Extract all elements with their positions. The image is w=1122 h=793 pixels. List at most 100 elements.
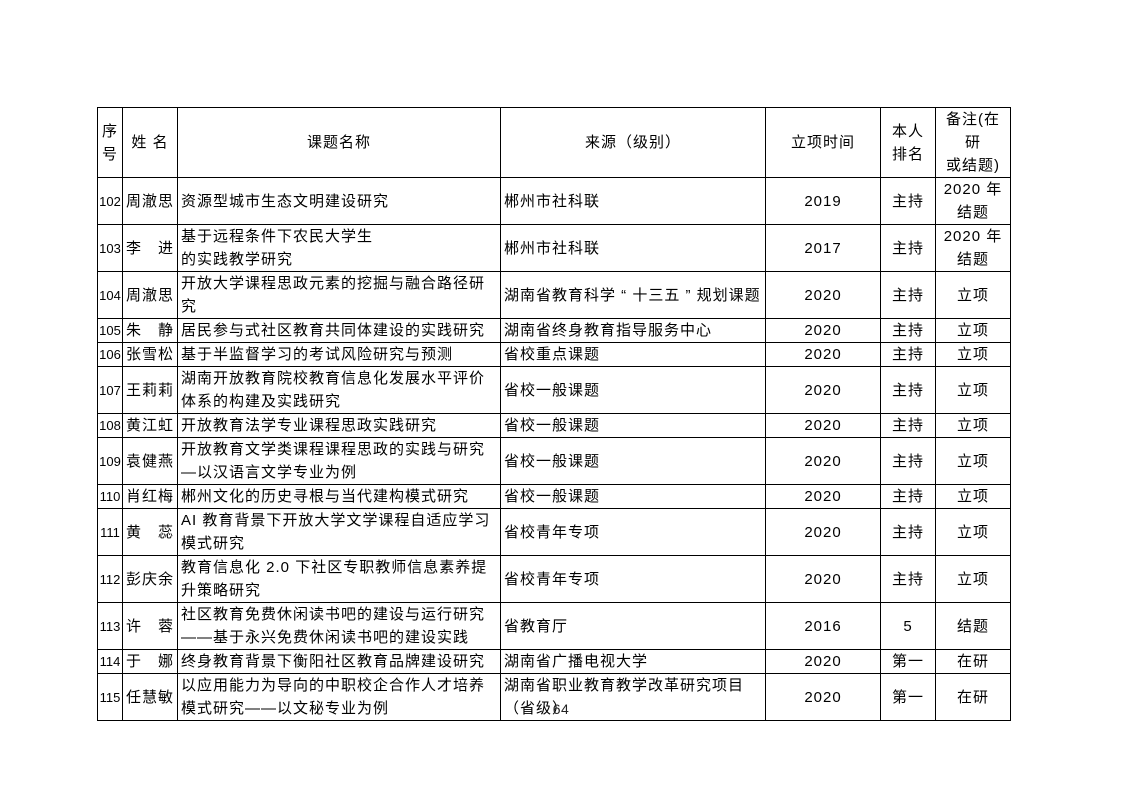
cell-remark: 立项 [935, 508, 1011, 556]
cell-personal-rank: 主持 [880, 508, 936, 556]
table-row: 106 张雪松 基于半监督学习的考试风险研究与预测 省校重点课题 2020 主持… [97, 342, 1011, 367]
cell-source-level: 省教育厅 [500, 602, 766, 650]
cell-remark: 立项 [935, 413, 1011, 438]
table-row: 102 周澈思 资源型城市生态文明建设研究 郴州市社科联 2019 主持 202… [97, 177, 1011, 225]
cell-serial-number: 102 [97, 177, 123, 225]
cell-approval-year: 2020 [765, 342, 881, 367]
cell-name: 朱 静 [122, 318, 178, 343]
cell-serial-number: 112 [97, 555, 123, 603]
cell-project-title: 开放教育法学专业课程思政实践研究 [177, 413, 501, 438]
cell-personal-rank: 主持 [880, 318, 936, 343]
cell-serial-number: 105 [97, 318, 123, 343]
cell-project-title: 开放大学课程思政元素的挖掘与融合路径研究 [177, 271, 501, 319]
cell-source-level: 郴州市社科联 [500, 224, 766, 272]
cell-source-level: 省校一般课题 [500, 437, 766, 485]
table-row: 109 袁健燕 开放教育文学类课程课程思政的实践与研究—以汉语言文学专业为例 省… [97, 437, 1011, 485]
cell-approval-year: 2020 [765, 555, 881, 603]
cell-serial-number: 106 [97, 342, 123, 367]
cell-serial-number: 110 [97, 484, 123, 509]
cell-personal-rank: 第一 [880, 649, 936, 674]
cell-name: 袁健燕 [122, 437, 178, 485]
table-row: 113 许 蓉 社区教育免费休闲读书吧的建设与运行研究 ——基于永兴免费休闲读书… [97, 602, 1011, 650]
cell-source-level: 省校一般课题 [500, 366, 766, 414]
cell-personal-rank: 主持 [880, 177, 936, 225]
cell-source-level: 湖南省终身教育指导服务中心 [500, 318, 766, 343]
cell-personal-rank: 主持 [880, 437, 936, 485]
table-row: 105 朱 静 居民参与式社区教育共同体建设的实践研究 湖南省终身教育指导服务中… [97, 318, 1011, 343]
table-row: 115 任慧敏 以应用能力为导向的中职校企合作人才培养模式研究——以文秘专业为例… [97, 673, 1011, 721]
cell-personal-rank: 主持 [880, 271, 936, 319]
cell-name: 彭庆余 [122, 555, 178, 603]
cell-remark: 2020 年 结题 [935, 224, 1011, 272]
header-personal-rank: 本人 排名 [880, 107, 936, 178]
cell-source-level: 省校一般课题 [500, 484, 766, 509]
table-row: 104 周澈思 开放大学课程思政元素的挖掘与融合路径研究 湖南省教育科学 “ 十… [97, 271, 1011, 319]
cell-personal-rank: 主持 [880, 484, 936, 509]
cell-name: 周澈思 [122, 177, 178, 225]
cell-serial-number: 109 [97, 437, 123, 485]
cell-personal-rank: 主持 [880, 342, 936, 367]
cell-source-level: 省校重点课题 [500, 342, 766, 367]
cell-personal-rank: 主持 [880, 224, 936, 272]
cell-remark: 立项 [935, 437, 1011, 485]
cell-project-title: 教育信息化 2.0 下社区专职教师信息素养提升策略研究 [177, 555, 501, 603]
cell-name: 王莉莉 [122, 366, 178, 414]
cell-remark: 结题 [935, 602, 1011, 650]
research-projects-table: 序号 姓 名 课题名称 来源（级别） 立项时间 本人 排名 备注(在研 或结题)… [97, 107, 1011, 721]
cell-remark: 立项 [935, 366, 1011, 414]
cell-serial-number: 113 [97, 602, 123, 650]
cell-serial-number: 114 [97, 649, 123, 674]
cell-source-level: 湖南省职业教育教学改革研究项目 （省级） [500, 673, 766, 721]
header-project-title: 课题名称 [177, 107, 501, 178]
cell-approval-year: 2020 [765, 437, 881, 485]
cell-remark: 在研 [935, 673, 1011, 721]
cell-source-level: 省校一般课题 [500, 413, 766, 438]
cell-approval-year: 2019 [765, 177, 881, 225]
cell-remark: 2020 年 结题 [935, 177, 1011, 225]
cell-approval-year: 2020 [765, 271, 881, 319]
cell-personal-rank: 第一 [880, 673, 936, 721]
header-row: 序号 姓 名 课题名称 来源（级别） 立项时间 本人 排名 备注(在研 或结题) [97, 107, 1011, 178]
cell-personal-rank: 主持 [880, 555, 936, 603]
cell-source-level: 湖南省教育科学 “ 十三五 ” 规划课题 [500, 271, 766, 319]
cell-remark: 立项 [935, 484, 1011, 509]
cell-name: 任慧敏 [122, 673, 178, 721]
cell-project-title: 居民参与式社区教育共同体建设的实践研究 [177, 318, 501, 343]
cell-remark: 立项 [935, 342, 1011, 367]
cell-project-title: 郴州文化的历史寻根与当代建构模式研究 [177, 484, 501, 509]
cell-name: 张雪松 [122, 342, 178, 367]
cell-approval-year: 2020 [765, 413, 881, 438]
cell-serial-number: 111 [97, 508, 123, 556]
cell-project-title: 资源型城市生态文明建设研究 [177, 177, 501, 225]
cell-personal-rank: 主持 [880, 413, 936, 438]
cell-name: 肖红梅 [122, 484, 178, 509]
cell-remark: 立项 [935, 555, 1011, 603]
cell-source-level: 省校青年专项 [500, 555, 766, 603]
table-row: 108 黄江虹 开放教育法学专业课程思政实践研究 省校一般课题 2020 主持 … [97, 413, 1011, 438]
cell-personal-rank: 主持 [880, 366, 936, 414]
table-row: 111 黄 蕊 AI 教育背景下开放大学文学课程自适应学习模式研究 省校青年专项… [97, 508, 1011, 556]
cell-project-title: 基于远程条件下农民大学生 的实践教学研究 [177, 224, 501, 272]
cell-source-level: 郴州市社科联 [500, 177, 766, 225]
cell-name: 于 娜 [122, 649, 178, 674]
cell-approval-year: 2020 [765, 673, 881, 721]
cell-remark: 立项 [935, 271, 1011, 319]
cell-remark: 在研 [935, 649, 1011, 674]
cell-project-title: AI 教育背景下开放大学文学课程自适应学习模式研究 [177, 508, 501, 556]
cell-approval-year: 2020 [765, 318, 881, 343]
cell-approval-year: 2017 [765, 224, 881, 272]
cell-serial-number: 108 [97, 413, 123, 438]
cell-approval-year: 2020 [765, 484, 881, 509]
cell-source-level: 湖南省广播电视大学 [500, 649, 766, 674]
table-row: 107 王莉莉 湖南开放教育院校教育信息化发展水平评价体系的构建及实践研究 省校… [97, 366, 1011, 414]
header-remark: 备注(在研 或结题) [935, 107, 1011, 178]
cell-project-title: 开放教育文学类课程课程思政的实践与研究—以汉语言文学专业为例 [177, 437, 501, 485]
cell-serial-number: 103 [97, 224, 123, 272]
cell-approval-year: 2020 [765, 649, 881, 674]
table-row: 112 彭庆余 教育信息化 2.0 下社区专职教师信息素养提升策略研究 省校青年… [97, 555, 1011, 603]
cell-name: 周澈思 [122, 271, 178, 319]
table-row: 110 肖红梅 郴州文化的历史寻根与当代建构模式研究 省校一般课题 2020 主… [97, 484, 1011, 509]
cell-personal-rank: 5 [880, 602, 936, 650]
cell-source-level: 省校青年专项 [500, 508, 766, 556]
